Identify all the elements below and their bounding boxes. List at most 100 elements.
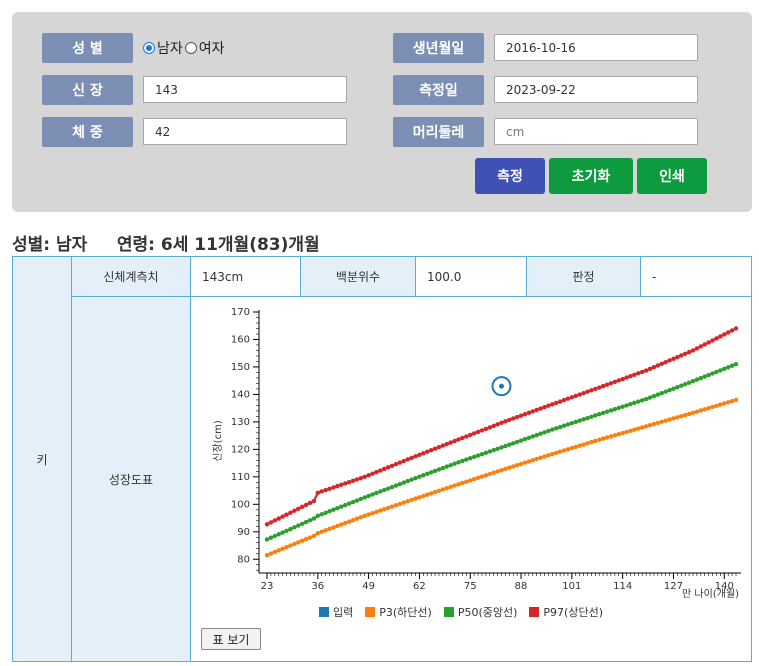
p3-point <box>628 428 633 433</box>
p50-point <box>593 413 598 418</box>
p97-point <box>561 397 567 403</box>
p3-point <box>620 430 625 436</box>
p50-point <box>401 480 406 485</box>
p97-point <box>358 475 363 481</box>
p50-point <box>643 396 649 402</box>
p97-point <box>382 466 387 472</box>
p3-point <box>280 546 285 551</box>
p97-point <box>436 444 442 450</box>
gender-female-radio[interactable] <box>184 42 197 54</box>
p50-point <box>413 475 418 481</box>
p3-point <box>409 497 414 503</box>
measure-date-label: 측정일 <box>393 75 484 105</box>
judgement-header-cell: 판정 <box>527 257 640 296</box>
p3-point <box>315 530 321 536</box>
reset-button[interactable]: 초기화 <box>549 158 633 194</box>
p50-point <box>483 450 489 456</box>
p50-point <box>636 399 641 404</box>
p50-point <box>315 513 321 519</box>
measure-date-input[interactable]: 2023-09-22 <box>494 76 698 103</box>
p3-point <box>479 474 485 479</box>
p97-point <box>725 330 731 335</box>
x-tick-label: 36 <box>311 581 324 592</box>
p3-point <box>503 466 508 472</box>
legend-input-swatch <box>319 607 329 617</box>
x-tick-label: 127 <box>664 581 683 592</box>
p97-point <box>272 518 278 523</box>
p3-point <box>413 496 418 501</box>
p97-point <box>315 490 321 495</box>
legend-p3[interactable]: P3(하단선) <box>365 604 432 620</box>
p97-line <box>266 327 737 526</box>
p50-point <box>514 439 520 445</box>
p97-point <box>413 454 418 459</box>
p97-point <box>342 481 348 486</box>
p3-point <box>725 400 731 405</box>
show-table-button[interactable]: 표 보기 <box>201 628 261 650</box>
chart-label-cell: 성장도표 <box>72 297 190 661</box>
height-input[interactable]: 143 <box>143 76 347 103</box>
p3-point <box>499 467 504 473</box>
p3-point <box>581 442 586 447</box>
chart-label: 성장도표 <box>108 472 154 487</box>
p50-point <box>436 467 442 472</box>
legend-input[interactable]: 입력 <box>319 604 353 620</box>
measure-button[interactable]: 측정 <box>475 158 545 194</box>
p50-point <box>327 509 332 514</box>
p97-point <box>370 471 375 476</box>
p97-point <box>593 386 598 392</box>
p3-point <box>577 443 582 448</box>
p3-point <box>682 412 688 418</box>
legend-p97-swatch <box>529 607 540 617</box>
p97-point <box>284 512 289 517</box>
p50-point <box>733 362 739 367</box>
p97-point <box>714 336 719 341</box>
p50-point <box>675 384 680 390</box>
weight-input[interactable]: 42 <box>143 118 347 145</box>
y-tick-label: 140 <box>231 389 250 400</box>
p97-point <box>296 506 301 512</box>
p97-point <box>339 482 344 488</box>
print-button[interactable]: 인쇄 <box>637 158 707 194</box>
p3-point <box>612 433 618 438</box>
p50-point <box>581 417 586 422</box>
p50-point <box>585 415 590 421</box>
result-table <box>12 256 752 662</box>
p50-point <box>702 374 707 379</box>
measure-header-cell: 신체계측치 <box>72 257 190 296</box>
input-point-ring <box>491 376 512 397</box>
p97-point <box>452 438 457 444</box>
p50-point <box>690 379 696 384</box>
p97-point <box>432 446 438 451</box>
p50-point <box>264 537 270 542</box>
p50-point <box>628 401 633 407</box>
y-tick-label: 100 <box>231 499 250 510</box>
p50-point <box>288 526 293 532</box>
p97-point <box>518 413 524 418</box>
p3-point <box>518 461 524 467</box>
p50-point <box>378 489 383 494</box>
p3-point <box>397 501 403 507</box>
p50-point <box>503 443 508 449</box>
p50-point <box>495 446 500 451</box>
p97-point <box>511 416 516 421</box>
p97-point <box>268 520 274 525</box>
p97-point <box>401 458 406 464</box>
p97-point <box>292 508 297 513</box>
gender-male-radio[interactable] <box>143 42 155 54</box>
p97-point <box>448 440 453 445</box>
p3-point <box>491 470 496 475</box>
p3-point <box>714 403 719 408</box>
legend-p50[interactable]: P50(중앙선) <box>443 604 517 620</box>
head-circumference-input[interactable]: cm <box>494 118 698 145</box>
p3-point <box>530 458 535 463</box>
birth-date-input[interactable]: 2016-10-16 <box>494 34 698 61</box>
p3-point <box>686 411 692 417</box>
p50-point <box>432 468 438 474</box>
p50-point <box>608 408 614 413</box>
p3-point <box>647 422 653 428</box>
legend-p97[interactable]: P97(상단선) <box>529 604 603 620</box>
p50-point <box>565 422 571 427</box>
p50-point <box>511 441 516 446</box>
p3-point <box>272 549 278 555</box>
